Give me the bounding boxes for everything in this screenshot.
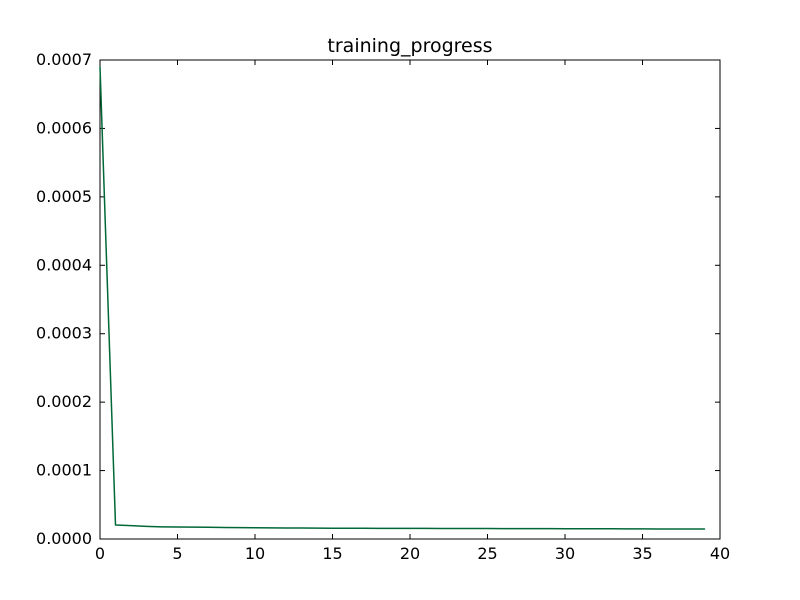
x-tick-label: 5 xyxy=(172,544,182,563)
chart-title: training_progress xyxy=(327,35,492,57)
y-tick-label: 0.0002 xyxy=(36,392,92,411)
y-tick-label: 0.0004 xyxy=(36,255,92,274)
x-tick-label: 15 xyxy=(322,544,342,563)
y-tick-label: 0.0006 xyxy=(36,118,92,137)
y-tick-label: 0.0003 xyxy=(36,324,92,343)
series-line xyxy=(99,66,706,530)
x-tick-label: 40 xyxy=(710,544,730,563)
plot-area: 0 5 10 15 20 25 30 35 40 0.0000 0.0001 0.0002 0.0003… xyxy=(36,50,730,563)
x-tick-label: 20 xyxy=(400,544,420,563)
y-tick-label: 0.0005 xyxy=(36,187,92,206)
y-tick-label: 0.0007 xyxy=(36,50,92,69)
y-tick-label: 0.0000 xyxy=(36,529,92,548)
x-tick-label: 10 xyxy=(245,544,265,563)
x-tick-label: 25 xyxy=(477,544,497,563)
x-tick-label: 30 xyxy=(555,544,575,563)
plot-frame xyxy=(99,59,721,540)
y-tick-label: 0.0001 xyxy=(36,461,92,480)
x-tick-label: 35 xyxy=(632,544,652,563)
x-tick-label: 0 xyxy=(95,544,105,563)
